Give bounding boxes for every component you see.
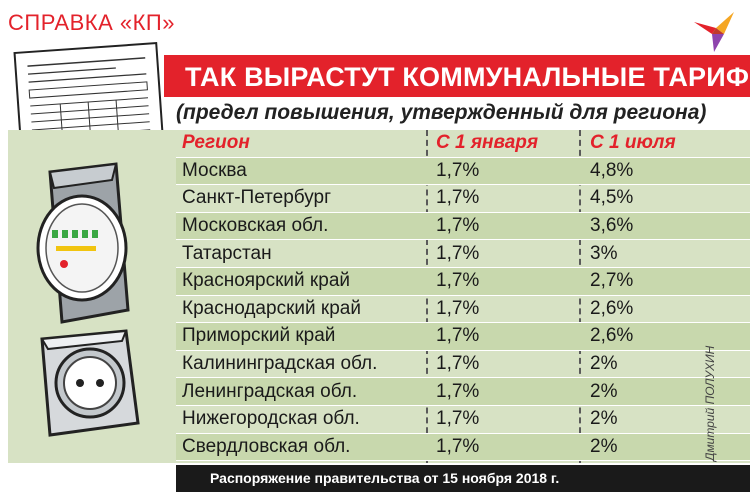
jul-cell: 2% [590,380,618,402]
tariff-table: Регион С 1 января С 1 июля Москва 1,7% 4… [176,130,750,462]
region-cell: Ленинградская обл. [182,380,358,402]
table-row: Татарстан 1,7% 3% [176,240,750,268]
column-divider [579,130,581,463]
region-cell: Свердловская обл. [182,435,351,457]
author-credit: Дмитрий ПОЛУХИН [703,345,717,461]
jul-cell: 4,5% [590,187,634,209]
jan-cell: 1,7% [436,353,480,375]
header-region: Регион [182,132,250,154]
jan-cell: 1,7% [436,270,480,292]
region-cell: Татарстан [182,242,272,264]
header-jul: С 1 июля [590,132,676,154]
region-cell: Красноярский край [182,270,350,292]
page-title: ТАК ВЫРАСТУТ КОММУНАЛЬНЫЕ ТАРИФЫ [185,62,750,92]
jul-cell: 2,7% [590,270,634,292]
region-cell: Калининградская обл. [182,353,378,375]
jul-cell: 3,6% [590,215,634,237]
table-row: Нижегородская обл. 1,7% 2% [176,406,750,434]
table-row: Санкт-Петербург 1,7% 4,5% [176,185,750,213]
table-row: Краснодарский край 1,7% 2,6% [176,296,750,324]
table-row: Приморский край 1,7% 2,6% [176,323,750,351]
footer-note: Распоряжение правительства от 15 ноября … [176,465,750,492]
header-jan: С 1 января [436,132,539,154]
table-row: Московская обл. 1,7% 3,6% [176,212,750,241]
jul-cell: 2,6% [590,297,634,319]
page-subtitle: (предел повышения, утвержденный для реги… [176,101,707,124]
jul-cell: 2% [590,408,618,430]
region-cell: Краснодарский край [182,297,361,319]
table-row: Красноярский край 1,7% 2,7% [176,267,750,296]
jul-cell: 2% [590,435,618,457]
jul-cell: 3% [590,242,618,264]
table-row: Калининградская обл. 1,7% 2% [176,351,750,379]
table-row: Свердловская обл. 1,7% 2% [176,433,750,462]
jan-cell: 1,7% [436,380,480,402]
jan-cell: 1,7% [436,242,480,264]
table-header-row: Регион С 1 января С 1 июля [176,130,750,158]
badge-label: СПРАВКА «КП» [8,10,175,35]
jan-cell: 1,7% [436,325,480,347]
jul-cell: 2% [590,353,618,375]
power-socket-icon [40,329,140,437]
region-cell: Московская обл. [182,215,329,237]
title-bar [164,55,750,97]
region-cell: Санкт-Петербург [182,187,332,209]
brand-bird-icon [694,12,734,52]
column-divider [426,130,428,463]
jan-cell: 1,7% [436,187,480,209]
jan-cell: 1,7% [436,408,480,430]
jan-cell: 1,7% [436,159,480,181]
jul-cell: 4,8% [590,159,634,181]
jan-cell: 1,7% [436,215,480,237]
electric-meter-icon [36,162,130,324]
table-row: Ленинградская обл. 1,7% 2% [176,378,750,406]
region-cell: Нижегородская обл. [182,408,360,430]
table-row: Москва 1,7% 4,8% [176,157,750,186]
jan-cell: 1,7% [436,297,480,319]
jan-cell: 1,7% [436,435,480,457]
document-icon [13,42,165,158]
region-cell: Москва [182,159,247,181]
jul-cell: 2,6% [590,325,634,347]
region-cell: Приморский край [182,325,336,347]
